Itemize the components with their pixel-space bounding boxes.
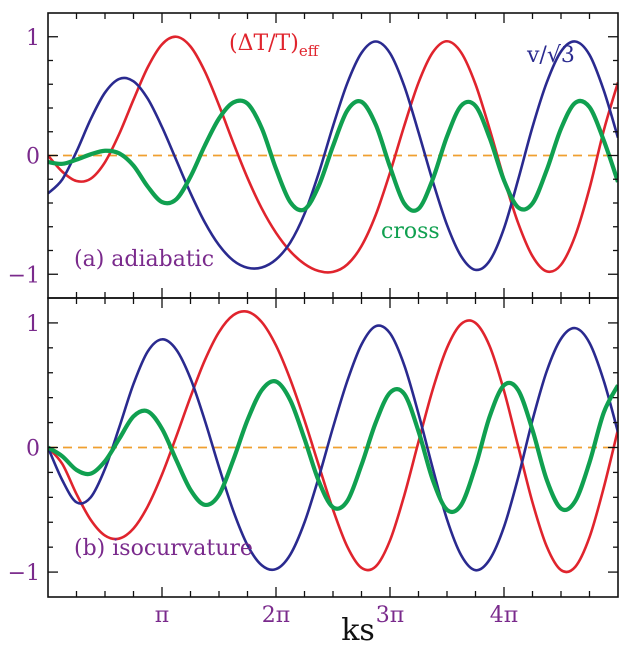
- y-tick-label: 0: [26, 437, 40, 462]
- series-label-temperature: (ΔT/T)eff: [229, 31, 320, 60]
- series-label-temperature-sub: eff: [299, 42, 320, 60]
- series-label-temperature-main: (ΔT/T): [229, 31, 299, 56]
- x-axis-title: ks: [341, 613, 375, 646]
- x-tick-label: 2π: [262, 603, 290, 628]
- y-tick-label: −1: [8, 561, 40, 586]
- series-label-cross: cross: [381, 219, 440, 244]
- x-tick-label: π: [155, 603, 169, 628]
- y-tick-label: 1: [26, 26, 40, 51]
- series-line-velocity-a: [48, 40, 618, 272]
- panel-b-annotation: (b) isocurvature: [74, 536, 253, 561]
- series-line-cross-b: [48, 379, 618, 515]
- y-tick-label: −1: [8, 263, 40, 288]
- y-tick-label: 0: [26, 145, 40, 170]
- y-tick-label: 1: [26, 312, 40, 337]
- x-tick-label: 4π: [490, 603, 518, 628]
- panel-a-annotation: (a) adiabatic: [74, 247, 214, 272]
- x-tick-label: 3π: [376, 603, 404, 628]
- series-line-cross-a: [48, 98, 618, 213]
- series-line-temperature-a: [48, 35, 618, 274]
- panel-b-isocurvature: −1 0 1 π 2π 3π 4π: [8, 297, 619, 628]
- panel-a-adiabatic: −1 0 1: [8, 12, 619, 299]
- series-label-velocity: v/√3: [526, 43, 575, 68]
- series-line-velocity-b: [48, 324, 618, 572]
- series-line-temperature-b: [48, 309, 618, 574]
